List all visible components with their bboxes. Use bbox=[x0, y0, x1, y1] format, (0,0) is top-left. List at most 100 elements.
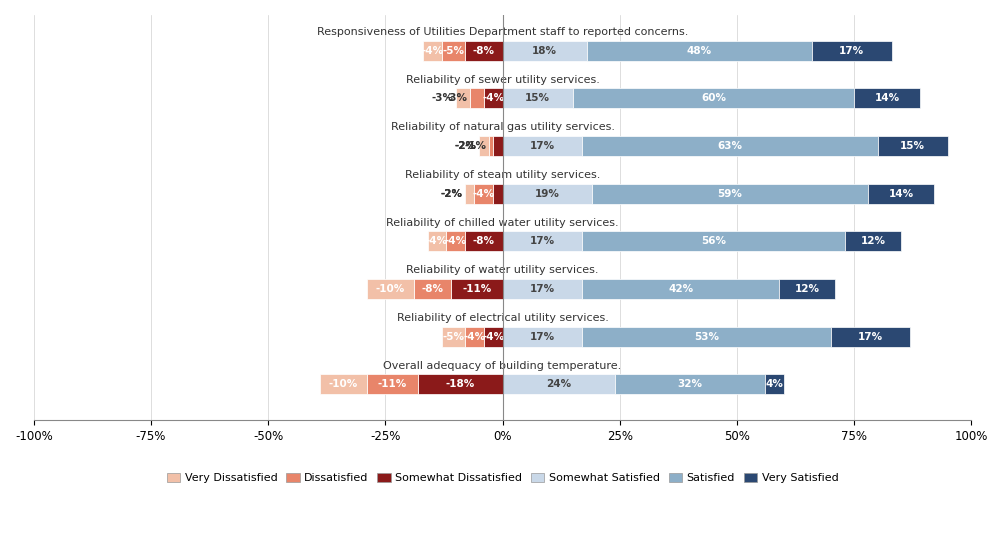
Text: -3%: -3% bbox=[445, 94, 467, 104]
Text: -2%: -2% bbox=[454, 141, 476, 151]
Text: Responsiveness of Utilities Department staff to reported concerns.: Responsiveness of Utilities Department s… bbox=[317, 27, 687, 37]
Bar bbox=[367, 279, 413, 299]
Text: 17%: 17% bbox=[529, 284, 554, 294]
Text: -4%: -4% bbox=[472, 189, 494, 199]
Text: 17%: 17% bbox=[839, 46, 864, 56]
Bar bbox=[446, 232, 465, 251]
Bar bbox=[413, 279, 451, 299]
Text: -11%: -11% bbox=[462, 284, 491, 294]
Text: 18%: 18% bbox=[532, 46, 557, 56]
Text: 14%: 14% bbox=[874, 94, 899, 104]
Text: 17%: 17% bbox=[529, 237, 554, 246]
Bar bbox=[483, 89, 502, 109]
Text: Reliability of chilled water utility services.: Reliability of chilled water utility ser… bbox=[386, 218, 618, 228]
Bar bbox=[572, 89, 854, 109]
Bar bbox=[479, 136, 488, 156]
Text: 59%: 59% bbox=[716, 189, 741, 199]
Text: 63%: 63% bbox=[716, 141, 741, 151]
Text: -2%: -2% bbox=[440, 189, 462, 199]
Bar bbox=[502, 374, 614, 394]
Text: 24%: 24% bbox=[546, 379, 571, 389]
Text: -4%: -4% bbox=[444, 237, 466, 246]
Text: -8%: -8% bbox=[472, 237, 494, 246]
Text: 4%: 4% bbox=[765, 379, 783, 389]
Text: 56%: 56% bbox=[700, 237, 725, 246]
Text: -1%: -1% bbox=[464, 141, 486, 151]
Bar bbox=[441, 41, 465, 61]
Text: -4%: -4% bbox=[482, 94, 504, 104]
Text: 12%: 12% bbox=[860, 237, 885, 246]
Bar bbox=[868, 184, 933, 204]
Text: 17%: 17% bbox=[529, 141, 554, 151]
Text: Reliability of natural gas utility services.: Reliability of natural gas utility servi… bbox=[390, 123, 614, 132]
Text: -4%: -4% bbox=[421, 46, 443, 56]
Text: 15%: 15% bbox=[900, 141, 924, 151]
Bar bbox=[483, 327, 502, 347]
Text: 14%: 14% bbox=[888, 189, 913, 199]
Text: -4%: -4% bbox=[463, 332, 485, 342]
Bar bbox=[455, 89, 469, 109]
Text: 32%: 32% bbox=[677, 379, 701, 389]
Text: Reliability of steam utility services.: Reliability of steam utility services. bbox=[405, 170, 599, 180]
Text: -10%: -10% bbox=[375, 284, 405, 294]
Text: -8%: -8% bbox=[421, 284, 443, 294]
Text: Overall adequacy of building temperature.: Overall adequacy of building temperature… bbox=[383, 360, 621, 370]
Legend: Very Dissatisfied, Dissatisfied, Somewhat Dissatisfied, Somewhat Satisfied, Sati: Very Dissatisfied, Dissatisfied, Somewha… bbox=[162, 468, 842, 487]
Bar bbox=[465, 41, 502, 61]
Bar bbox=[779, 279, 835, 299]
Bar bbox=[502, 232, 582, 251]
Bar bbox=[465, 184, 474, 204]
Bar bbox=[582, 279, 779, 299]
Bar bbox=[441, 327, 465, 347]
Text: 17%: 17% bbox=[529, 332, 554, 342]
Bar bbox=[582, 136, 877, 156]
Text: 60%: 60% bbox=[700, 94, 725, 104]
Text: 19%: 19% bbox=[534, 189, 559, 199]
Bar bbox=[367, 374, 418, 394]
Text: -5%: -5% bbox=[442, 46, 464, 56]
Text: 48%: 48% bbox=[686, 46, 711, 56]
Text: -2%: -2% bbox=[454, 141, 476, 151]
Bar bbox=[474, 184, 493, 204]
Bar bbox=[765, 374, 783, 394]
Bar bbox=[614, 374, 765, 394]
Text: 15%: 15% bbox=[525, 94, 550, 104]
Text: -3%: -3% bbox=[431, 94, 453, 104]
Text: -4%: -4% bbox=[426, 237, 448, 246]
Bar bbox=[877, 136, 947, 156]
Bar bbox=[418, 374, 502, 394]
Bar bbox=[502, 327, 582, 347]
Text: 42%: 42% bbox=[667, 284, 692, 294]
Bar bbox=[582, 327, 830, 347]
Text: 17%: 17% bbox=[857, 332, 882, 342]
Text: -18%: -18% bbox=[445, 379, 475, 389]
Bar bbox=[493, 136, 502, 156]
Bar bbox=[488, 136, 493, 156]
Bar bbox=[854, 89, 919, 109]
Bar bbox=[465, 232, 502, 251]
Bar bbox=[320, 374, 367, 394]
Bar bbox=[427, 232, 446, 251]
Bar bbox=[423, 41, 441, 61]
Text: -11%: -11% bbox=[378, 379, 407, 389]
Bar bbox=[465, 327, 483, 347]
Bar bbox=[469, 89, 483, 109]
Bar bbox=[844, 232, 900, 251]
Text: -2%: -2% bbox=[440, 189, 462, 199]
Bar bbox=[451, 279, 502, 299]
Bar bbox=[502, 184, 591, 204]
Text: Reliability of water utility services.: Reliability of water utility services. bbox=[406, 265, 598, 275]
Bar bbox=[502, 279, 582, 299]
Text: -10%: -10% bbox=[329, 379, 358, 389]
Bar bbox=[812, 41, 891, 61]
Bar bbox=[586, 41, 812, 61]
Bar bbox=[830, 327, 910, 347]
Bar bbox=[502, 89, 572, 109]
Text: 12%: 12% bbox=[794, 284, 819, 294]
Bar bbox=[591, 184, 868, 204]
Bar bbox=[493, 184, 502, 204]
Text: -4%: -4% bbox=[482, 332, 504, 342]
Text: 53%: 53% bbox=[693, 332, 718, 342]
Text: -5%: -5% bbox=[442, 332, 464, 342]
Bar bbox=[502, 136, 582, 156]
